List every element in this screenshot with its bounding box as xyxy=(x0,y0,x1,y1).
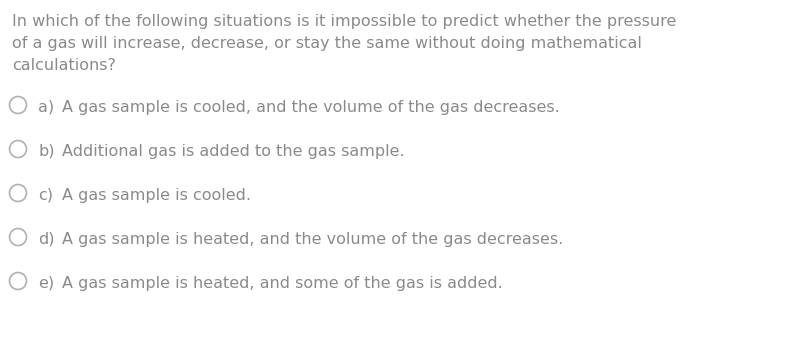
Text: A gas sample is cooled, and the volume of the gas decreases.: A gas sample is cooled, and the volume o… xyxy=(62,100,560,115)
Text: A gas sample is heated, and the volume of the gas decreases.: A gas sample is heated, and the volume o… xyxy=(62,232,563,247)
Ellipse shape xyxy=(10,184,26,201)
Text: of a gas will increase, decrease, or stay the same without doing mathematical: of a gas will increase, decrease, or sta… xyxy=(12,36,642,51)
Text: c): c) xyxy=(38,188,53,203)
Ellipse shape xyxy=(10,96,26,114)
Text: A gas sample is heated, and some of the gas is added.: A gas sample is heated, and some of the … xyxy=(62,276,503,291)
Text: Additional gas is added to the gas sample.: Additional gas is added to the gas sampl… xyxy=(62,144,404,159)
Ellipse shape xyxy=(10,272,26,289)
Text: calculations?: calculations? xyxy=(12,58,116,73)
Ellipse shape xyxy=(10,141,26,157)
Text: d): d) xyxy=(38,232,55,247)
Text: In which of the following situations is it impossible to predict whether the pre: In which of the following situations is … xyxy=(12,14,676,29)
Text: A gas sample is cooled.: A gas sample is cooled. xyxy=(62,188,251,203)
Text: a): a) xyxy=(38,100,54,115)
Text: e): e) xyxy=(38,276,54,291)
Ellipse shape xyxy=(10,229,26,246)
Text: b): b) xyxy=(38,144,55,159)
